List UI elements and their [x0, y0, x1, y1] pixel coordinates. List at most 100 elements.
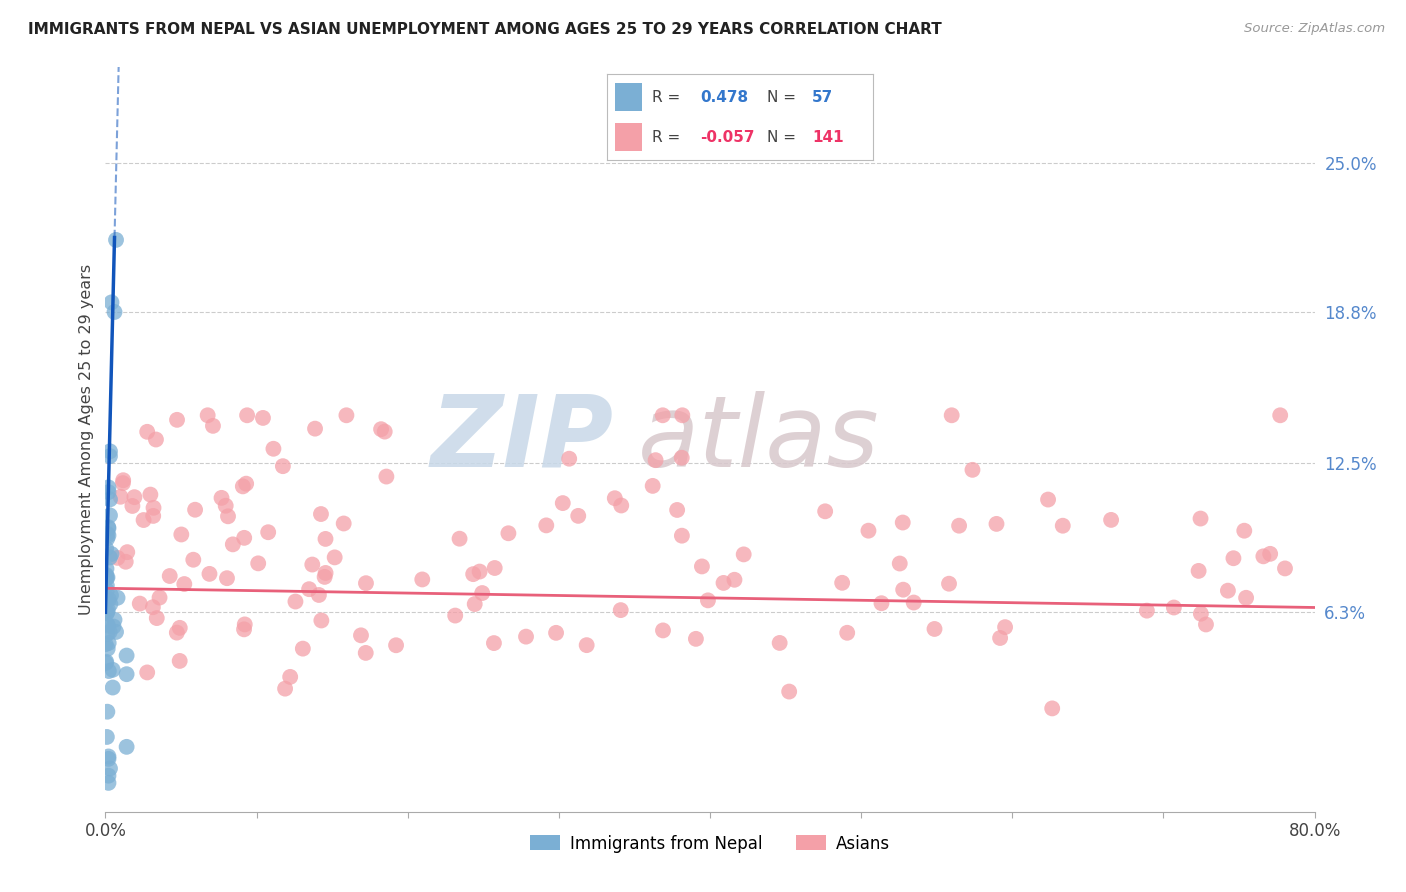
Text: ZIP: ZIP	[430, 391, 613, 488]
Point	[449, 532, 471, 546]
Point	[114, 555, 136, 569]
Point	[97, 749, 120, 764]
Point	[284, 594, 307, 608]
Point	[463, 567, 485, 582]
Point	[1222, 551, 1244, 566]
Point	[148, 591, 170, 605]
Point	[609, 603, 631, 617]
Point	[315, 532, 337, 546]
Point	[903, 595, 925, 609]
Point	[891, 516, 914, 530]
Point	[1163, 600, 1185, 615]
Y-axis label: Unemployment Among Ages 25 to 29 years: Unemployment Among Ages 25 to 29 years	[79, 264, 94, 615]
Point	[96, 562, 118, 576]
Point	[142, 508, 165, 523]
Point	[96, 532, 118, 546]
Point	[107, 550, 129, 565]
Point	[370, 422, 392, 436]
Point	[575, 638, 598, 652]
Point	[1052, 518, 1074, 533]
Point	[96, 570, 118, 584]
Point	[217, 509, 239, 524]
Point	[201, 418, 224, 433]
Point	[111, 476, 134, 491]
Point	[262, 442, 284, 456]
Point	[1099, 513, 1122, 527]
Point	[94, 637, 117, 651]
Point	[858, 524, 880, 538]
Point	[498, 526, 520, 541]
Point	[94, 656, 117, 670]
Point	[166, 625, 188, 640]
Point	[96, 583, 118, 598]
Point	[515, 630, 537, 644]
Point	[101, 681, 124, 695]
Point	[100, 597, 122, 611]
Point	[1040, 701, 1063, 715]
Point	[107, 591, 129, 605]
Point	[374, 425, 396, 439]
Point	[948, 518, 970, 533]
Point	[96, 655, 118, 669]
Point	[1195, 617, 1218, 632]
Point	[96, 605, 118, 619]
Point	[988, 631, 1011, 645]
Point	[309, 507, 332, 521]
Point	[128, 597, 150, 611]
Point	[198, 566, 221, 581]
Point	[271, 459, 294, 474]
Point	[385, 638, 408, 652]
Point	[94, 593, 117, 607]
Point	[994, 620, 1017, 634]
Point	[215, 499, 238, 513]
Point	[671, 450, 693, 465]
Point	[233, 531, 256, 545]
Point	[136, 665, 159, 680]
Point	[375, 469, 398, 483]
Point	[98, 444, 121, 458]
Point	[332, 516, 354, 531]
Point	[335, 409, 357, 423]
Point	[610, 499, 633, 513]
Point	[169, 654, 191, 668]
Point	[97, 769, 120, 783]
Point	[831, 575, 853, 590]
Point	[121, 499, 143, 513]
Point	[301, 558, 323, 572]
Point	[139, 487, 162, 501]
Point	[723, 573, 745, 587]
Point	[115, 648, 138, 663]
Point	[96, 541, 118, 556]
Point	[444, 608, 467, 623]
Point	[671, 529, 693, 543]
Point	[98, 508, 121, 523]
Point	[941, 409, 963, 423]
Point	[962, 463, 984, 477]
Point	[314, 570, 336, 584]
Point	[169, 621, 191, 635]
Point	[236, 409, 259, 423]
Point	[97, 485, 120, 500]
Point	[837, 625, 859, 640]
Point	[558, 451, 581, 466]
Point	[96, 705, 118, 719]
Point	[184, 502, 207, 516]
Point	[551, 496, 574, 510]
Point	[124, 490, 146, 504]
Point	[311, 614, 333, 628]
Point	[98, 550, 121, 565]
Point	[97, 602, 120, 616]
Point	[103, 305, 125, 319]
Point	[96, 527, 118, 541]
Point	[323, 550, 346, 565]
Point	[97, 752, 120, 766]
Point	[315, 566, 337, 580]
Point	[96, 571, 118, 585]
Point	[278, 670, 301, 684]
Point	[132, 513, 155, 527]
Point	[1036, 492, 1059, 507]
Point	[96, 730, 118, 744]
Point	[697, 593, 720, 607]
Point	[690, 559, 713, 574]
Point	[274, 681, 297, 696]
